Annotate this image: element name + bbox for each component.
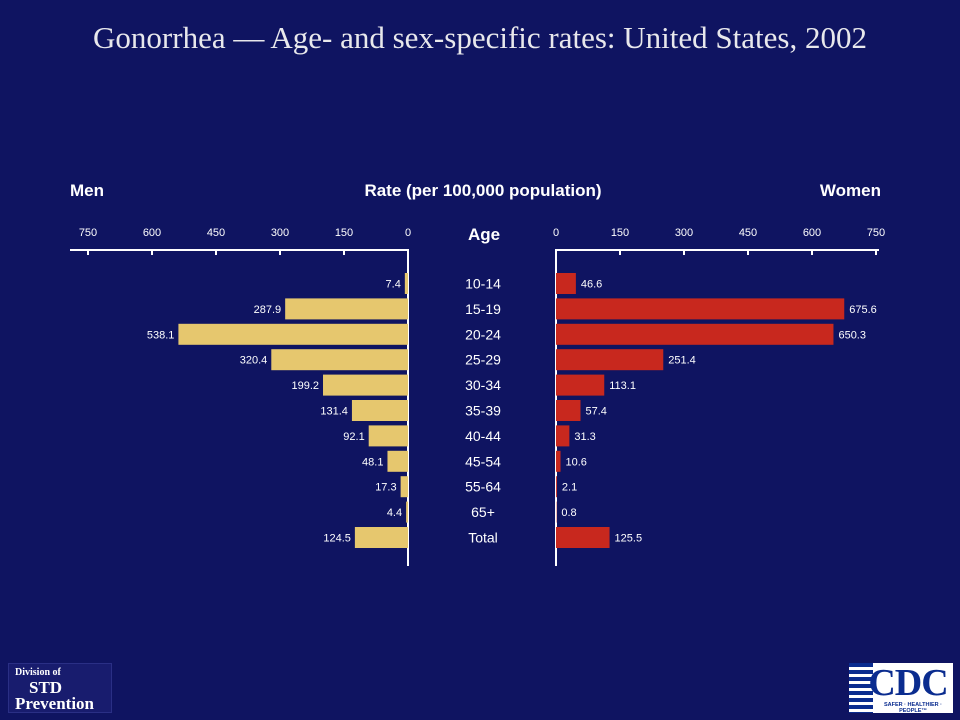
age-category-label: 10-14 <box>465 276 501 292</box>
women-bar <box>556 298 845 320</box>
women-value-label: 46.6 <box>581 279 602 291</box>
women-value-label: 650.3 <box>838 329 866 341</box>
men-bar <box>271 349 408 371</box>
logo-line3: Prevention <box>15 694 95 713</box>
age-header: Age <box>468 225 500 244</box>
women-tick-label: 750 <box>867 227 885 239</box>
men-value-label: 538.1 <box>147 329 175 341</box>
women-bar <box>556 400 581 421</box>
slide-title: Gonorrhea — Age- and sex-specific rates:… <box>93 20 867 55</box>
men-value-label: 92.1 <box>343 431 364 443</box>
std-prevention-logo: Division of STD Prevention <box>8 663 112 713</box>
age-category-label: Total <box>468 530 498 546</box>
men-bar <box>351 400 408 421</box>
women-value-label: 675.6 <box>849 304 877 316</box>
women-bar <box>556 349 664 371</box>
men-bar <box>368 425 408 447</box>
men-tick-label: 0 <box>405 227 411 239</box>
women-value-label: 31.3 <box>574 431 595 443</box>
men-value-label: 48.1 <box>362 456 383 468</box>
logo-line1: Division of <box>15 667 61 678</box>
women-value-label: 10.6 <box>566 456 587 468</box>
women-bar <box>556 425 570 447</box>
men-bar <box>323 374 408 396</box>
women-bar <box>556 476 557 498</box>
men-tick-label: 750 <box>79 227 97 239</box>
men-bar <box>285 298 408 320</box>
cdc-logo: CDC SAFER · HEALTHIER · PEOPLE™ <box>849 663 953 713</box>
women-value-label: 57.4 <box>585 406 606 418</box>
women-tick-label: 300 <box>675 227 693 239</box>
age-category-label: 30-34 <box>465 377 501 393</box>
women-value-label: 125.5 <box>615 533 643 545</box>
men-tick-label: 600 <box>143 227 161 239</box>
men-value-label: 4.4 <box>387 507 402 519</box>
men-bar <box>387 450 408 472</box>
women-tick-label: 150 <box>611 227 629 239</box>
men-bar <box>406 501 408 523</box>
men-value-label: 124.5 <box>323 533 351 545</box>
age-category-label: 15-19 <box>465 301 501 317</box>
men-tick-label: 300 <box>271 227 289 239</box>
men-value-label: 131.4 <box>320 406 348 418</box>
women-tick-label: 0 <box>553 227 559 239</box>
cdc-stripes <box>849 663 873 713</box>
logo-line2: STD <box>29 678 63 697</box>
age-category-label: 25-29 <box>465 352 501 368</box>
labels-group: 7.4 46.6 10-14 287.9 675.6 15-19 538.1 650.3 20-… <box>147 276 877 546</box>
cdc-tagline: SAFER · HEALTHIER · PEOPLE™ <box>884 702 942 713</box>
women-header: Women <box>820 181 881 200</box>
age-category-label: 65+ <box>471 504 495 520</box>
men-tick-label: 450 <box>207 227 225 239</box>
men-value-label: 199.2 <box>291 380 319 392</box>
women-value-label: 251.4 <box>668 355 696 367</box>
women-value-label: 2.1 <box>562 482 577 494</box>
men-bar <box>178 323 408 345</box>
women-tick-label: 450 <box>739 227 757 239</box>
men-value-label: 7.4 <box>386 279 401 291</box>
women-bar <box>556 527 610 548</box>
bars-group <box>178 273 845 548</box>
women-tick-label: 600 <box>803 227 821 239</box>
men-bar <box>354 527 408 548</box>
women-bar <box>556 374 605 396</box>
women-bar <box>556 323 834 345</box>
men-header: Men <box>70 181 104 200</box>
men-bar <box>404 273 408 294</box>
men-value-label: 320.4 <box>240 355 268 367</box>
women-bar <box>556 273 576 294</box>
rate-axis-title: Rate (per 100,000 population) <box>364 181 601 200</box>
cdc-wordmark: CDC <box>868 663 948 704</box>
men-value-label: 17.3 <box>375 482 396 494</box>
men-value-label: 287.9 <box>254 304 282 316</box>
age-category-label: 40-44 <box>465 428 501 444</box>
men-bar <box>400 476 408 498</box>
women-value-label: 0.8 <box>561 507 576 519</box>
age-category-label: 20-24 <box>465 326 501 342</box>
women-value-label: 113.1 <box>609 380 636 392</box>
men-tick-label: 150 <box>335 227 353 239</box>
age-category-label: 35-39 <box>465 403 501 419</box>
women-bar <box>556 450 561 472</box>
age-category-label: 45-54 <box>465 453 501 469</box>
age-category-label: 55-64 <box>465 479 501 495</box>
